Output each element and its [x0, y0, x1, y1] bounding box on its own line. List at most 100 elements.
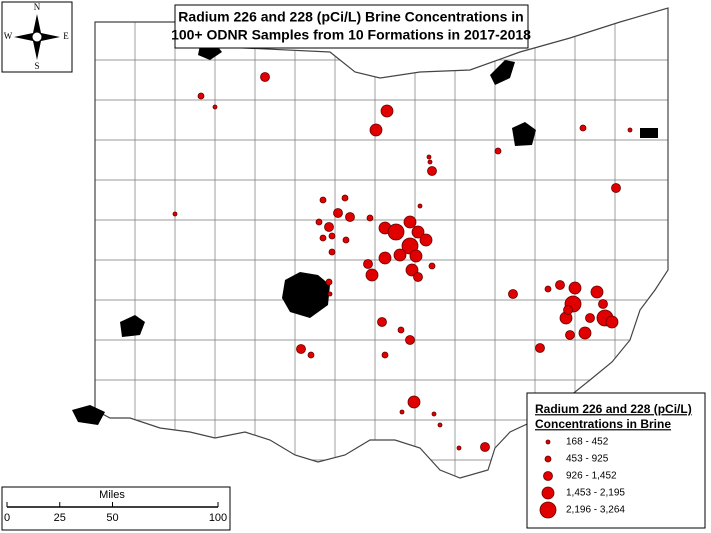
- sample-point: [627, 127, 633, 133]
- sample-point: [197, 92, 205, 100]
- scale-tick-label: 25: [54, 512, 66, 524]
- sample-point: [327, 291, 333, 297]
- sample-point: [324, 222, 334, 232]
- sample-point: [437, 422, 443, 428]
- legend-label: 1,453 - 2,195: [566, 488, 625, 499]
- sample-point: [307, 351, 315, 359]
- sample-point: [568, 281, 582, 295]
- sample-point: [544, 285, 552, 293]
- sample-point: [342, 236, 350, 244]
- sample-point: [381, 351, 389, 359]
- legend-label: 168 - 452: [566, 437, 609, 448]
- legend: Radium 226 and 228 (pCi/L) Concentration…: [526, 392, 706, 529]
- sample-point: [403, 215, 417, 229]
- sample-point: [212, 104, 218, 110]
- sample-point: [296, 344, 306, 354]
- legend-symbol: [543, 471, 553, 481]
- sample-point: [345, 212, 355, 222]
- sample-point: [417, 203, 423, 209]
- sample-point: [605, 315, 619, 329]
- sample-point: [369, 123, 383, 137]
- sample-point: [456, 445, 462, 451]
- sample-point: [427, 166, 437, 176]
- scale-bar: Miles 0 25 50 100: [1, 486, 231, 531]
- sample-point: [494, 147, 502, 155]
- compass-s: S: [34, 61, 39, 71]
- sample-point: [325, 278, 333, 286]
- sample-point: [315, 218, 323, 226]
- sample-point: [333, 208, 343, 218]
- sample-point: [365, 268, 379, 282]
- legend-symbol: [541, 486, 555, 500]
- city: [640, 128, 658, 138]
- sample-point: [413, 272, 423, 282]
- sample-point: [426, 154, 432, 160]
- sample-point: [555, 280, 565, 290]
- sample-point: [363, 259, 373, 269]
- sample-point: [585, 313, 595, 323]
- sample-point: [328, 248, 336, 256]
- title-line: Radium 226 and 228 (pCi/L) Brine Concent…: [178, 9, 523, 25]
- legend-label: 926 - 1,452: [566, 471, 617, 482]
- sample-point: [405, 335, 415, 345]
- compass-e: E: [63, 31, 69, 41]
- legend-title: Radium 226 and 228 (pCi/L): [535, 402, 692, 416]
- sample-point: [393, 248, 407, 262]
- sample-point: [377, 317, 387, 327]
- sample-point: [397, 326, 405, 334]
- sample-point: [480, 442, 490, 452]
- sample-point: [319, 234, 327, 242]
- compass-center: [31, 31, 43, 43]
- sample-point: [565, 330, 575, 340]
- sample-point: [366, 214, 374, 222]
- city: [490, 60, 515, 85]
- sample-points: [172, 72, 633, 452]
- title-line: 100+ ODNR Samples from 10 Formations in …: [171, 27, 531, 43]
- sample-point: [578, 326, 592, 340]
- sample-point: [407, 395, 421, 409]
- sample-point: [341, 194, 349, 202]
- sample-point: [579, 124, 587, 132]
- legend-frame: [526, 392, 706, 529]
- sample-point: [399, 409, 405, 415]
- sample-point: [409, 249, 423, 263]
- sample-point: [260, 72, 270, 82]
- sample-point: [405, 263, 419, 277]
- scale-tick-label: 50: [106, 512, 118, 524]
- scale-frame: [1, 486, 231, 531]
- legend-label: 453 - 925: [566, 454, 609, 465]
- sample-point: [431, 411, 437, 417]
- legend-title: Concentrations in Brine: [535, 417, 671, 431]
- sample-point: [387, 223, 405, 241]
- sample-point: [378, 251, 392, 265]
- sample-point: [427, 159, 433, 165]
- sample-point: [328, 232, 336, 240]
- city: [120, 315, 145, 337]
- sample-point: [563, 305, 573, 315]
- city: [282, 272, 330, 318]
- sample-point: [411, 225, 425, 239]
- city: [72, 405, 105, 425]
- city: [512, 122, 536, 146]
- legend-label: 2,196 - 3,264: [566, 505, 625, 516]
- cities: [72, 43, 658, 425]
- sample-point: [535, 343, 545, 353]
- scale-tick-label: 0: [4, 512, 10, 524]
- sample-point: [428, 262, 436, 270]
- sample-point: [598, 299, 608, 309]
- sample-point: [380, 104, 394, 118]
- compass-n: N: [34, 2, 41, 12]
- compass-w: W: [4, 31, 13, 41]
- title-box: Radium 226 and 228 (pCi/L) Brine Concent…: [171, 4, 531, 49]
- sample-point: [319, 196, 327, 204]
- legend-symbol: [545, 439, 551, 445]
- scale-title: Miles: [99, 489, 125, 501]
- sample-point: [611, 183, 621, 193]
- sample-point: [419, 233, 433, 247]
- sample-point: [508, 289, 518, 299]
- compass: N S E W: [1, 1, 73, 73]
- scale-tick-label: 100: [209, 512, 227, 524]
- sample-point: [590, 285, 604, 299]
- sample-point: [172, 211, 178, 217]
